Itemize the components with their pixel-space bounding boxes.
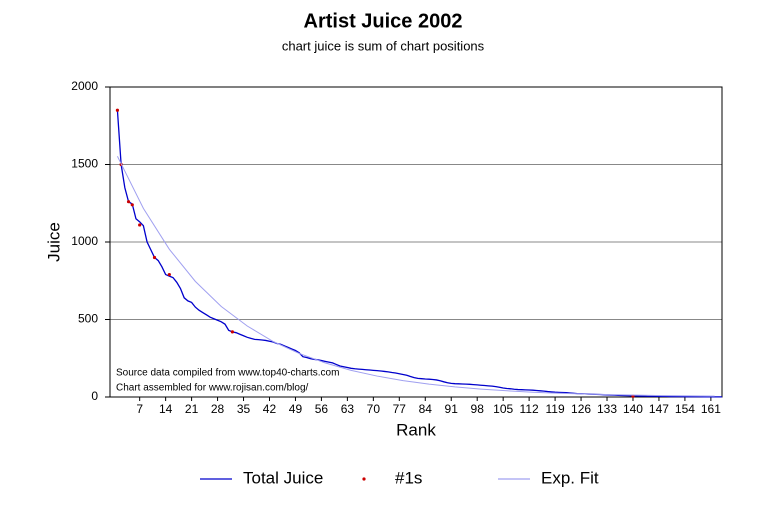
y-tick-label: 500: [78, 312, 98, 326]
point: [138, 223, 142, 227]
x-tick-label: 63: [341, 402, 355, 416]
x-tick-label: 91: [445, 402, 459, 416]
point: [230, 330, 234, 334]
legend-label: #1s: [395, 468, 422, 487]
point: [152, 255, 157, 260]
x-tick-label: 84: [419, 402, 433, 416]
y-tick-label: 0: [91, 389, 98, 403]
x-tick-label: 112: [520, 402, 539, 416]
chart-title: Artist Juice 2002: [304, 10, 463, 32]
legend-label: Total Juice: [243, 468, 323, 487]
chart-subtitle: chart juice is sum of chart positions: [282, 38, 485, 53]
legend-swatch: [362, 477, 366, 481]
y-axis-label: Juice: [44, 222, 63, 262]
x-tick-label: 119: [546, 402, 565, 416]
x-tick-label: 147: [649, 402, 669, 416]
x-tick-label: 35: [237, 402, 251, 416]
x-tick-label: 140: [623, 402, 643, 416]
legend-label: Exp. Fit: [541, 468, 599, 487]
x-tick-label: 133: [597, 402, 617, 416]
x-tick-label: 77: [393, 402, 407, 416]
point: [115, 108, 120, 112]
x-tick-label: 126: [571, 402, 591, 416]
y-tick-label: 2000: [71, 79, 98, 93]
y-tick-label: 1500: [71, 157, 98, 171]
plot-frame: [109, 86, 723, 398]
x-tick-label: 154: [675, 402, 695, 416]
series-line: [116, 110, 722, 398]
x-tick-label: 14: [159, 402, 173, 416]
x-tick-label: 98: [471, 402, 485, 416]
series-line: [116, 156, 715, 397]
point: [130, 203, 134, 207]
y-tick-label: 1000: [71, 234, 98, 248]
point: [126, 200, 131, 204]
x-tick-label: 21: [185, 402, 199, 416]
x-tick-label: 70: [367, 402, 381, 416]
x-tick-label: 56: [315, 402, 329, 416]
x-tick-label: 28: [211, 402, 225, 416]
annotation: Chart assembled for www.rojisan.com/blog…: [116, 383, 309, 394]
x-tick-label: 105: [493, 402, 513, 416]
annotation: Source data compiled from www.top40-char…: [116, 368, 339, 379]
x-axis-label: Rank: [396, 420, 436, 439]
x-tick-label: 7: [136, 402, 143, 416]
x-tick-label: 161: [701, 402, 721, 416]
x-tick-label: 42: [263, 402, 277, 416]
x-tick-label: 49: [289, 402, 303, 416]
point: [167, 272, 171, 277]
